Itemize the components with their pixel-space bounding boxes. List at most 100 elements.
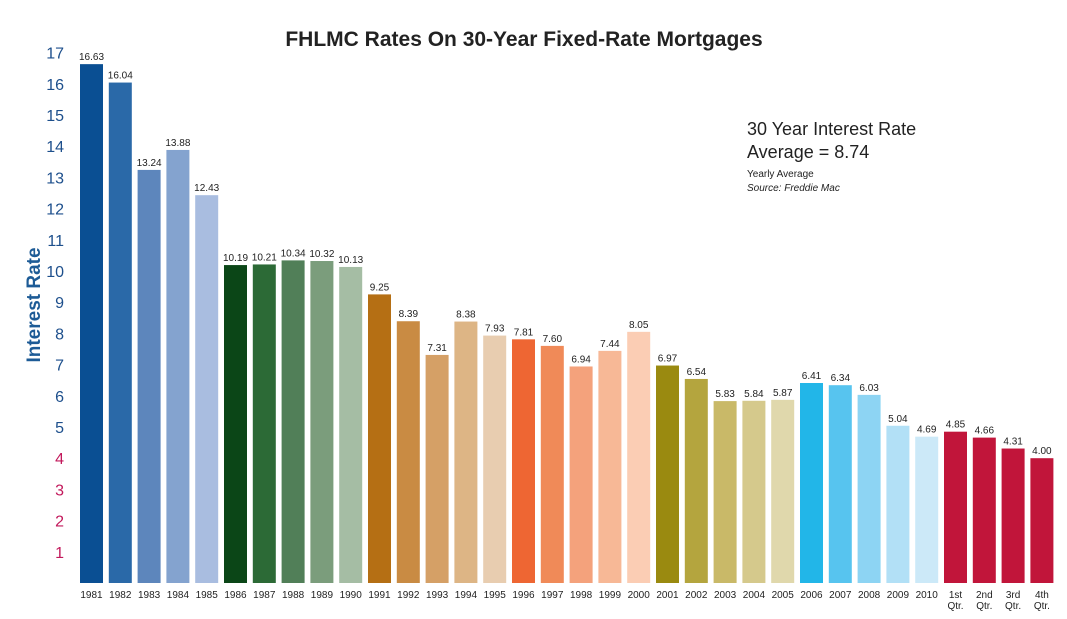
bar-2nd-qtr — [972, 437, 996, 583]
x-tick-label: 2010 — [916, 590, 939, 601]
bar-2004 — [742, 400, 766, 583]
x-tick-label: 2000 — [628, 590, 651, 601]
value-label: 4.66 — [975, 426, 995, 437]
bar-1990 — [339, 266, 363, 583]
x-tick-label: 1985 — [196, 590, 219, 601]
bar-1988 — [281, 260, 305, 583]
value-label: 7.81 — [514, 327, 534, 338]
bar-2008 — [857, 394, 881, 583]
bar-1998 — [569, 366, 593, 583]
bar-3rd-qtr — [1001, 448, 1025, 583]
x-tick-label: 1998 — [570, 590, 593, 601]
value-label: 4.85 — [946, 420, 966, 431]
bar-2001 — [656, 365, 679, 583]
x-tick-label: 1983 — [138, 590, 161, 601]
bar-2003 — [713, 401, 737, 583]
bars-group — [80, 64, 1054, 584]
y-tick-label: 7 — [55, 358, 64, 375]
x-tick-label: 1997 — [541, 590, 564, 601]
bar-1989 — [310, 261, 334, 583]
y-tick-label: 11 — [47, 233, 64, 250]
bar-1994 — [454, 321, 478, 583]
bar-1993 — [425, 354, 449, 583]
x-tick-label: 2001 — [656, 590, 679, 601]
value-label: 7.60 — [543, 334, 563, 345]
bar-2000 — [627, 331, 651, 583]
x-tick-label: 1999 — [599, 590, 622, 601]
y-tick-label: 6 — [55, 389, 64, 406]
y-tick-label: 12 — [46, 202, 64, 219]
bar-2002 — [684, 378, 708, 583]
bar-1986 — [224, 265, 247, 583]
bar-1999 — [598, 350, 622, 583]
x-tick-label: 1988 — [282, 590, 305, 601]
x-tick-label: 1993 — [426, 590, 449, 601]
y-tick-label: 17 — [46, 46, 64, 63]
value-label: 8.38 — [456, 310, 476, 321]
value-label: 4.69 — [917, 425, 937, 436]
value-label: 7.31 — [427, 343, 447, 354]
x-tick-label: 1995 — [484, 590, 507, 601]
bar-1995 — [483, 335, 507, 583]
bar-2007 — [828, 385, 852, 583]
x-tick-label: 1982 — [109, 590, 132, 601]
bar-2006 — [800, 383, 823, 583]
x-tick-label: 1991 — [368, 590, 391, 601]
y-tick-label: 4 — [55, 451, 64, 468]
x-tick-label: 2003 — [714, 590, 737, 601]
value-label: 7.93 — [485, 324, 505, 335]
value-label: 5.87 — [773, 388, 793, 399]
bar-1997 — [540, 345, 564, 583]
bar-2009 — [886, 425, 910, 583]
value-label: 13.88 — [165, 138, 190, 149]
y-tick-label: 2 — [55, 514, 64, 531]
bar-1987 — [252, 264, 276, 583]
value-label: 10.19 — [223, 253, 248, 264]
bar-2010 — [915, 436, 939, 583]
x-tick-label: 2005 — [772, 590, 795, 601]
x-tick-label: 2002 — [685, 590, 708, 601]
x-tick-label: 2004 — [743, 590, 766, 601]
x-tick-label: 1992 — [397, 590, 420, 601]
bar-1991 — [368, 294, 391, 583]
x-tick-label: 1st Qtr. — [947, 590, 963, 612]
bar-1985 — [195, 195, 219, 583]
y-tick-label: 14 — [46, 139, 64, 156]
value-label: 10.34 — [281, 248, 306, 259]
note-line-1: 30 Year Interest Rate — [747, 119, 916, 139]
x-tick-label: 1994 — [455, 590, 478, 601]
value-label: 8.39 — [399, 309, 419, 320]
value-label: 10.32 — [309, 249, 334, 260]
bar-1996 — [512, 339, 535, 583]
bar-1983 — [137, 169, 161, 584]
y-tick-label: 3 — [55, 482, 64, 499]
x-tick-label: 2008 — [858, 590, 881, 601]
x-tick-label: 1984 — [167, 590, 190, 601]
value-label: 16.63 — [79, 52, 104, 63]
bar-4th-qtr — [1030, 458, 1054, 583]
value-label: 13.24 — [137, 158, 162, 169]
value-label: 4.00 — [1032, 446, 1052, 457]
x-tick-label: 1996 — [512, 590, 535, 601]
value-label: 7.44 — [600, 339, 620, 350]
x-tick-label: 1987 — [253, 590, 276, 601]
note-line-3: Yearly Average — [747, 169, 814, 180]
y-tick-label: 5 — [55, 420, 64, 437]
bar-1992 — [396, 321, 420, 583]
y-tick-label: 1 — [55, 545, 64, 562]
value-label: 6.03 — [859, 383, 879, 394]
x-tick-label: 2009 — [887, 590, 910, 601]
x-tick-label: 2006 — [800, 590, 823, 601]
value-label: 6.34 — [831, 373, 851, 384]
x-tick-label: 3rd Qtr. — [1005, 590, 1021, 612]
y-tick-label: 10 — [46, 264, 64, 281]
bar-1981 — [80, 64, 103, 584]
value-label: 10.13 — [338, 255, 363, 266]
value-label: 6.94 — [571, 354, 591, 365]
y-tick-label: 16 — [46, 77, 64, 94]
y-tick-label: 15 — [46, 108, 64, 125]
value-label: 5.83 — [715, 389, 735, 400]
note-line-4: Source: Freddie Mac — [747, 183, 840, 194]
bar-1982 — [108, 82, 132, 583]
